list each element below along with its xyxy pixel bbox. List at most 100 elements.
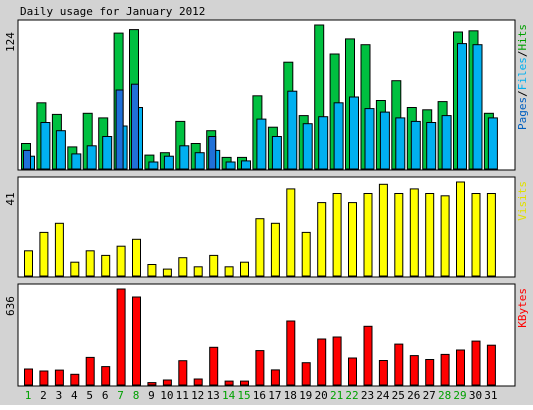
x-tick-label: 4 [71, 389, 78, 402]
bar-kbytes-day-11 [178, 360, 188, 386]
bar-kbytes-day-21 [332, 336, 342, 386]
bar-visits-day-28 [440, 195, 450, 277]
x-tick-label: 24 [376, 389, 390, 402]
bar-visits-day-14 [224, 266, 234, 277]
bar-kbytes-day-8 [132, 296, 141, 386]
bar-kbytes-day-9 [147, 382, 157, 386]
x-tick-label: 18 [284, 389, 297, 402]
x-tick-label: 7 [117, 389, 124, 402]
bar-visits-day-13 [209, 254, 219, 277]
bar-kbytes-day-15 [240, 380, 249, 386]
bar-files-day-25 [395, 117, 406, 170]
chart-title: Daily usage for January 2012 [20, 5, 205, 18]
bar-kbytes-day-20 [317, 338, 327, 386]
bar-visits-day-22 [348, 202, 357, 277]
bar-kbytes-day-13 [209, 346, 219, 386]
x-tick-label: 29 [453, 389, 466, 402]
bar-visits-day-27 [425, 193, 435, 277]
bar-files-day-26 [410, 120, 421, 170]
bar-visits-day-9 [147, 264, 157, 277]
panel-max-label: 41 [4, 192, 17, 205]
bar-files-day-16 [256, 118, 267, 170]
series-pages [23, 83, 217, 170]
panel-legend: Visits [516, 181, 529, 221]
x-tick-label: 26 [407, 389, 420, 402]
x-tick-label: 31 [484, 389, 497, 402]
x-tick-label: 1 [25, 389, 32, 402]
bar-visits-day-2 [39, 231, 49, 277]
x-tick-label: 27 [423, 389, 436, 402]
bar-visits-day-24 [378, 183, 388, 277]
bar-visits-day-18 [286, 188, 296, 277]
bar-kbytes-day-31 [486, 344, 496, 386]
bar-kbytes-day-1 [24, 368, 33, 386]
legend-entry: Visits [516, 181, 529, 221]
series-visits [24, 181, 496, 277]
x-tick-label: 8 [133, 389, 140, 402]
bar-kbytes-day-16 [255, 350, 265, 386]
bar-visits-day-11 [178, 257, 188, 277]
legend-entry: / [516, 90, 529, 97]
legend-entry: Hits [516, 24, 529, 51]
bar-files-day-30 [472, 44, 483, 170]
bar-kbytes-day-29 [456, 349, 465, 386]
bar-files-day-6 [102, 136, 113, 170]
bar-visits-day-5 [85, 250, 95, 277]
bar-files-day-31 [487, 117, 498, 170]
bar-kbytes-day-18 [286, 320, 296, 386]
bar-files-day-17 [271, 136, 282, 170]
bar-visits-day-16 [255, 218, 265, 277]
bar-files-day-14 [225, 161, 236, 170]
bar-kbytes-day-5 [85, 356, 95, 386]
bar-files-day-4 [71, 153, 82, 170]
bar-kbytes-day-17 [270, 369, 280, 386]
bar-files-day-5 [86, 145, 97, 170]
bar-kbytes-day-22 [348, 357, 357, 386]
bar-files-day-21 [333, 102, 344, 170]
x-tick-label: 17 [268, 389, 281, 402]
bar-files-day-24 [379, 111, 390, 170]
bar-kbytes-day-24 [378, 360, 388, 386]
x-tick-label: 9 [148, 389, 155, 402]
bar-visits-day-15 [240, 261, 249, 277]
bar-files-day-27 [426, 122, 437, 170]
bar-files-day-15 [241, 160, 251, 170]
bar-files-day-20 [318, 116, 329, 170]
bar-files-day-18 [287, 90, 298, 170]
bar-visits-day-10 [162, 268, 172, 277]
panel-legend: KBytes [516, 288, 529, 328]
bar-visits-day-20 [317, 202, 327, 277]
bar-kbytes-day-30 [471, 340, 481, 386]
bar-files-day-9 [148, 161, 159, 170]
bar-kbytes-day-4 [70, 373, 80, 386]
bar-kbytes-day-7 [116, 288, 126, 386]
bar-kbytes-day-12 [193, 378, 203, 386]
legend-entry: / [516, 51, 529, 58]
bar-files-day-22 [349, 96, 359, 170]
bar-files-day-28 [441, 115, 452, 170]
bar-kbytes-day-23 [363, 325, 373, 386]
series-files [25, 43, 498, 170]
bar-kbytes-day-2 [39, 370, 49, 386]
legend-entry: Files [516, 57, 529, 90]
bar-visits-day-29 [456, 181, 465, 277]
bar-files-day-12 [194, 152, 205, 170]
x-tick-label: 21 [330, 389, 343, 402]
legend-entry: Pages [516, 97, 529, 130]
x-tick-label: 22 [345, 389, 358, 402]
bar-kbytes-day-26 [409, 355, 419, 386]
bar-files-day-29 [457, 43, 467, 170]
bar-files-day-2 [40, 122, 51, 170]
x-tick-label: 6 [102, 389, 109, 402]
bar-visits-day-21 [332, 193, 342, 277]
bar-pages-day-7 [115, 89, 124, 170]
legend-entry: KBytes [516, 288, 529, 328]
panel-max-label: 636 [4, 296, 17, 316]
bar-visits-day-3 [54, 222, 64, 277]
bar-visits-day-7 [116, 245, 126, 277]
bar-pages-day-8 [131, 83, 139, 170]
